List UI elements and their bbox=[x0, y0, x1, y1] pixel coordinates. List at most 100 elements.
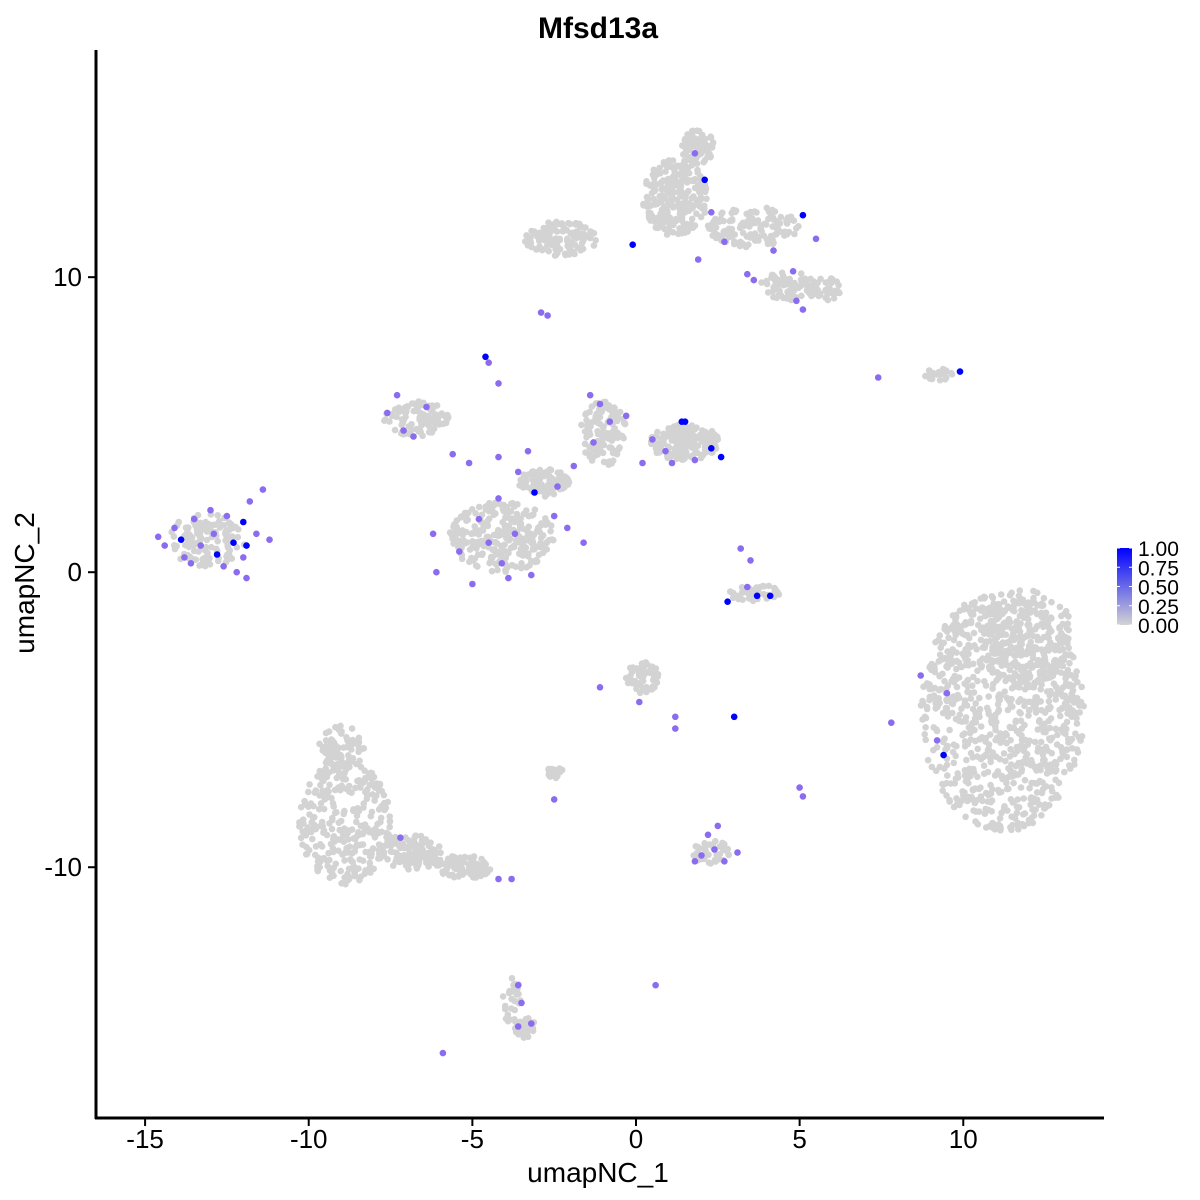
expressing-cell-point bbox=[668, 459, 676, 467]
cell-point bbox=[340, 774, 348, 782]
cell-point bbox=[683, 423, 690, 431]
cell-point bbox=[661, 213, 669, 220]
expressing-cell-point bbox=[187, 560, 195, 567]
x-axis-label: umapNC_1 bbox=[527, 1157, 669, 1188]
cell-point bbox=[1004, 706, 1012, 714]
cell-point bbox=[946, 726, 953, 734]
cell-point bbox=[765, 582, 773, 590]
cell-point bbox=[1033, 622, 1041, 630]
cell-point bbox=[504, 1017, 512, 1025]
cell-point bbox=[1023, 662, 1031, 670]
expressing-cell-point bbox=[213, 551, 221, 558]
cell-point bbox=[702, 446, 709, 453]
cell-point bbox=[969, 682, 976, 689]
expressing-cell-point bbox=[397, 834, 404, 841]
cell-point bbox=[475, 538, 482, 546]
expressing-cell-point bbox=[564, 524, 571, 532]
expressing-cell-point bbox=[514, 1023, 522, 1030]
cell-point bbox=[519, 552, 527, 559]
cell-point bbox=[694, 442, 702, 450]
cell-point bbox=[771, 585, 779, 593]
cell-point bbox=[553, 218, 560, 226]
cell-point bbox=[1024, 606, 1031, 614]
cell-point bbox=[466, 860, 474, 868]
cell-point bbox=[763, 277, 770, 285]
cell-point bbox=[1057, 662, 1065, 669]
cell-point bbox=[1011, 670, 1019, 677]
expressing-cell-point bbox=[629, 241, 636, 248]
cell-point bbox=[352, 843, 359, 851]
cell-point bbox=[1080, 702, 1087, 710]
cell-point bbox=[459, 527, 466, 534]
cell-point bbox=[988, 593, 996, 600]
cell-point bbox=[962, 656, 969, 663]
cell-point bbox=[592, 237, 599, 244]
cell-point bbox=[683, 220, 690, 228]
cell-point bbox=[923, 705, 931, 713]
cell-point bbox=[992, 726, 999, 734]
cell-point bbox=[478, 866, 486, 873]
cell-point bbox=[485, 533, 492, 541]
cell-point bbox=[956, 711, 964, 718]
cell-point bbox=[639, 684, 647, 692]
cell-point bbox=[565, 478, 573, 486]
cell-point bbox=[588, 403, 596, 410]
expressing-cell-point bbox=[639, 459, 646, 467]
cell-point bbox=[740, 222, 748, 230]
expressing-cell-point bbox=[181, 554, 188, 561]
cell-point bbox=[1017, 676, 1024, 684]
cell-point bbox=[1066, 681, 1074, 688]
cell-point bbox=[345, 876, 352, 884]
cell-point bbox=[529, 476, 536, 484]
cell-point bbox=[638, 660, 646, 667]
cell-point bbox=[1011, 815, 1019, 822]
cell-point bbox=[985, 707, 992, 715]
cell-point bbox=[1015, 771, 1022, 778]
expressing-cell-point bbox=[177, 536, 185, 543]
cell-point bbox=[370, 865, 378, 873]
cell-point bbox=[348, 789, 355, 796]
cell-point bbox=[1078, 683, 1085, 691]
expressing-cell-point bbox=[469, 580, 476, 588]
cell-point bbox=[1072, 730, 1079, 737]
cell-point bbox=[1031, 738, 1039, 746]
cell-point bbox=[1039, 666, 1047, 673]
cell-point bbox=[967, 643, 974, 651]
cell-point bbox=[512, 516, 520, 524]
cell-point bbox=[1040, 594, 1048, 602]
cell-point bbox=[998, 662, 1006, 669]
expressing-cell-point bbox=[197, 542, 204, 549]
cell-point bbox=[977, 723, 985, 730]
cell-point bbox=[758, 279, 765, 286]
expressing-cell-point bbox=[537, 309, 545, 316]
cell-point bbox=[943, 697, 951, 705]
cell-point bbox=[939, 787, 946, 794]
cell-point bbox=[661, 218, 669, 226]
cell-point bbox=[492, 539, 500, 546]
cell-point bbox=[793, 225, 800, 232]
cell-point bbox=[1026, 672, 1034, 680]
cell-point bbox=[987, 754, 994, 762]
cell-point bbox=[444, 855, 452, 863]
cell-point bbox=[1059, 645, 1066, 653]
cell-point bbox=[967, 695, 975, 702]
expressing-cell-point bbox=[590, 439, 597, 446]
cell-point bbox=[688, 194, 696, 202]
cell-point bbox=[988, 808, 995, 815]
cell-point bbox=[1037, 686, 1044, 693]
cell-point bbox=[386, 813, 394, 820]
expressing-cell-point bbox=[233, 568, 240, 576]
cell-point bbox=[1038, 812, 1045, 819]
cell-point bbox=[1028, 779, 1035, 787]
cell-point bbox=[553, 228, 561, 235]
expressing-cell-point bbox=[793, 297, 800, 305]
cell-point bbox=[1041, 618, 1048, 626]
expressing-cell-point bbox=[514, 981, 522, 989]
x-tick-label: 5 bbox=[792, 1124, 806, 1154]
cell-point bbox=[667, 216, 674, 223]
cell-point bbox=[678, 437, 686, 444]
cell-point bbox=[525, 550, 532, 557]
cell-point bbox=[1014, 822, 1021, 829]
cell-point bbox=[326, 820, 333, 827]
cell-point bbox=[186, 531, 193, 539]
